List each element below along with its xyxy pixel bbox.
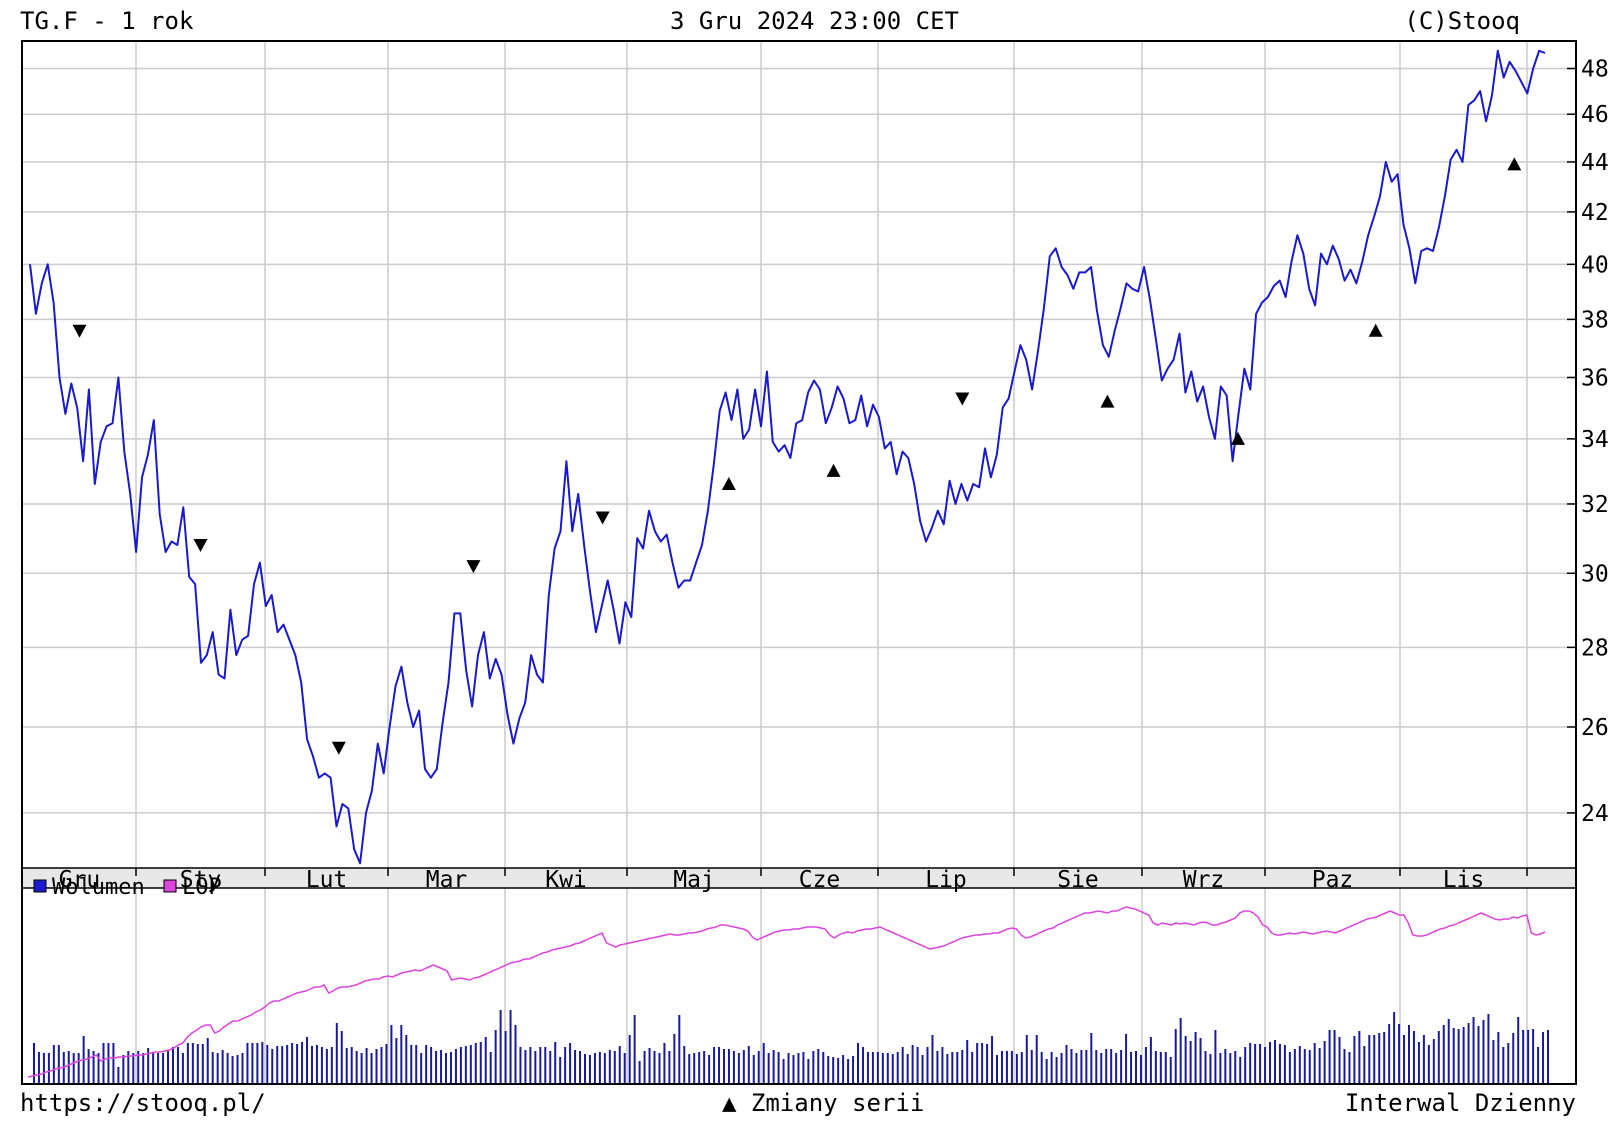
y-tick-label: 30 (1581, 561, 1609, 587)
chart-frame (21, 40, 1577, 1085)
down-triangle-marker (193, 539, 208, 553)
y-tick-label: 36 (1581, 365, 1609, 391)
y-tick-label: 26 (1581, 715, 1609, 741)
up-triangle-marker (721, 477, 736, 491)
month-label: Sie (1057, 867, 1099, 893)
down-triangle-marker (466, 560, 481, 574)
y-tick-label: 44 (1581, 150, 1609, 176)
y-tick-label: 42 (1581, 200, 1609, 226)
chart-date: 3 Gru 2024 23:00 CET (670, 7, 959, 35)
month-label: Sty (180, 867, 222, 893)
series-change-note: ▲ Zmiany serii (722, 1089, 925, 1117)
chart-title: TG.F - 1 rok (20, 7, 194, 35)
month-axis: Gru Sty Lut Mar Kwi Maj Cze Lip Sie Wrz Paz Lis (23, 867, 1575, 893)
y-tick-label: 40 (1581, 252, 1609, 278)
price-line (29, 49, 1546, 865)
month-label: Kwi (545, 867, 587, 893)
up-triangle-marker (1230, 431, 1245, 445)
down-triangle-marker (595, 511, 610, 525)
volume-bars (33, 1010, 1549, 1083)
legend-wolumen: Wolumen (52, 875, 145, 900)
legend: Wolumen LOP (33, 875, 222, 900)
interval-label: Interwal Dzienny (1344, 1089, 1576, 1117)
up-triangle-marker (1507, 157, 1522, 171)
lop-series (27, 906, 1546, 1078)
month-label: Lis (1443, 867, 1485, 893)
up-triangle-marker (1100, 394, 1115, 408)
month-label: Maj (673, 867, 715, 893)
lop-line (27, 906, 1546, 1078)
y-axis: 24 26 28 30 32 34 36 38 40 42 44 46 48 (1567, 57, 1609, 827)
price-series (29, 49, 1546, 865)
copyright: (C)Stooq (1404, 7, 1520, 35)
month-label: Lut (306, 867, 348, 893)
legend-lop: LOP (182, 875, 222, 900)
y-tick-label: 32 (1581, 492, 1609, 518)
series-change-markers (72, 157, 1522, 755)
month-label: Mar (426, 867, 468, 893)
month-label: Gru (59, 867, 101, 893)
down-triangle-marker (72, 324, 87, 338)
up-triangle-marker (1368, 323, 1383, 337)
source-url[interactable]: https://stooq.pl/ (20, 1089, 266, 1117)
month-label: Lip (925, 867, 967, 893)
month-label: Paz (1312, 867, 1354, 893)
down-triangle-marker (331, 741, 346, 755)
legend-swatch-wolumen (33, 879, 47, 893)
y-tick-label: 34 (1581, 427, 1609, 453)
y-tick-label: 46 (1581, 102, 1609, 128)
month-axis-band (23, 868, 1575, 888)
legend-swatch-lop (163, 879, 177, 893)
month-label: Cze (799, 867, 841, 893)
y-tick-label: 24 (1581, 801, 1609, 827)
grid-lines (23, 42, 1575, 1083)
y-tick-label: 48 (1581, 57, 1609, 83)
y-tick-label: 28 (1581, 635, 1609, 661)
up-triangle-marker (826, 463, 841, 477)
down-triangle-marker (955, 392, 970, 406)
month-label: Wrz (1183, 867, 1225, 893)
y-tick-label: 38 (1581, 307, 1609, 333)
